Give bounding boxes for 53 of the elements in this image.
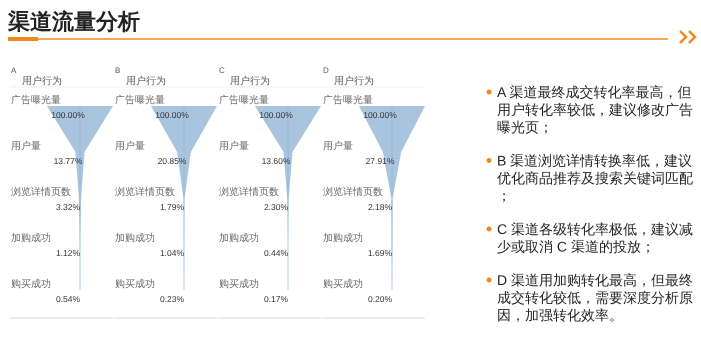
data-label: 2.18% [368, 202, 392, 212]
category-label: 购买成功 [219, 278, 259, 290]
text: 用户行为 [126, 75, 166, 87]
text: A 渠道最终成交转化率最高，但用户转化率较低，建议修改广告曝光页； [497, 84, 693, 135]
text: 用户行为 [22, 75, 62, 87]
category-label: 加购成功 [115, 232, 155, 244]
data-label: 100.00% [259, 110, 294, 120]
data-label: 1.79% [160, 202, 184, 212]
category-label: 浏览详情页数 [323, 186, 383, 198]
category-label: 广告曝光量 [115, 94, 165, 106]
data-label: 20.85% [158, 156, 187, 166]
category-label: 用户量 [115, 140, 145, 152]
data-label: 0.20% [368, 294, 392, 304]
text: 用户行为 [334, 75, 374, 87]
data-label: 100.00% [155, 110, 190, 120]
category-label: 购买成功 [323, 278, 363, 290]
data-label: 0.54% [56, 294, 80, 304]
category-label: 广告曝光量 [219, 94, 269, 106]
category-label: 购买成功 [115, 278, 155, 290]
data-label: 1.04% [160, 248, 184, 258]
data-label: 0.23% [160, 294, 184, 304]
data-label: 2.30% [264, 202, 288, 212]
text: C [219, 66, 225, 75]
text: B 渠道浏览详情转换率低，建议优化商品推荐及搜索关键词匹配； [497, 152, 693, 204]
category-label: 用户量 [323, 140, 353, 152]
data-label: 3.32% [56, 202, 80, 212]
category-label: 用户量 [219, 140, 249, 152]
data-label: 0.44% [264, 248, 288, 258]
data-label: 13.77% [54, 156, 83, 166]
category-label: 浏览详情页数 [11, 186, 71, 198]
data-label: 100.00% [363, 110, 398, 120]
text: 渠道流量分析 [7, 9, 140, 34]
category-label: 浏览详情页数 [115, 186, 175, 198]
data-label: 13.60% [262, 156, 291, 166]
data-label: 1.69% [368, 248, 392, 258]
text: A [11, 66, 17, 75]
text: 用户行为 [230, 75, 270, 87]
data-label: 0.17% [264, 294, 288, 304]
category-label: 广告曝光量 [11, 94, 61, 106]
category-label: 广告曝光量 [323, 94, 373, 106]
category-label: 用户量 [11, 140, 41, 152]
data-label: 1.12% [56, 248, 80, 258]
text: C 渠道各级转化率极低，建议减少或取消 C 渠道的投放； [497, 221, 693, 254]
category-label: 加购成功 [323, 232, 363, 244]
data-label: 27.91% [366, 156, 395, 166]
data-label: 100.00% [51, 110, 86, 120]
category-label: 浏览详情页数 [219, 186, 279, 198]
category-label: 购买成功 [11, 278, 51, 290]
text: B [115, 66, 120, 75]
category-label: 加购成功 [11, 232, 51, 244]
category-label: 加购成功 [219, 232, 259, 244]
text: D [323, 66, 329, 75]
text: D 渠道用加购转化最高，但最终成交转化较低，需要深度分析原因，加强转化效率。 [497, 272, 693, 323]
